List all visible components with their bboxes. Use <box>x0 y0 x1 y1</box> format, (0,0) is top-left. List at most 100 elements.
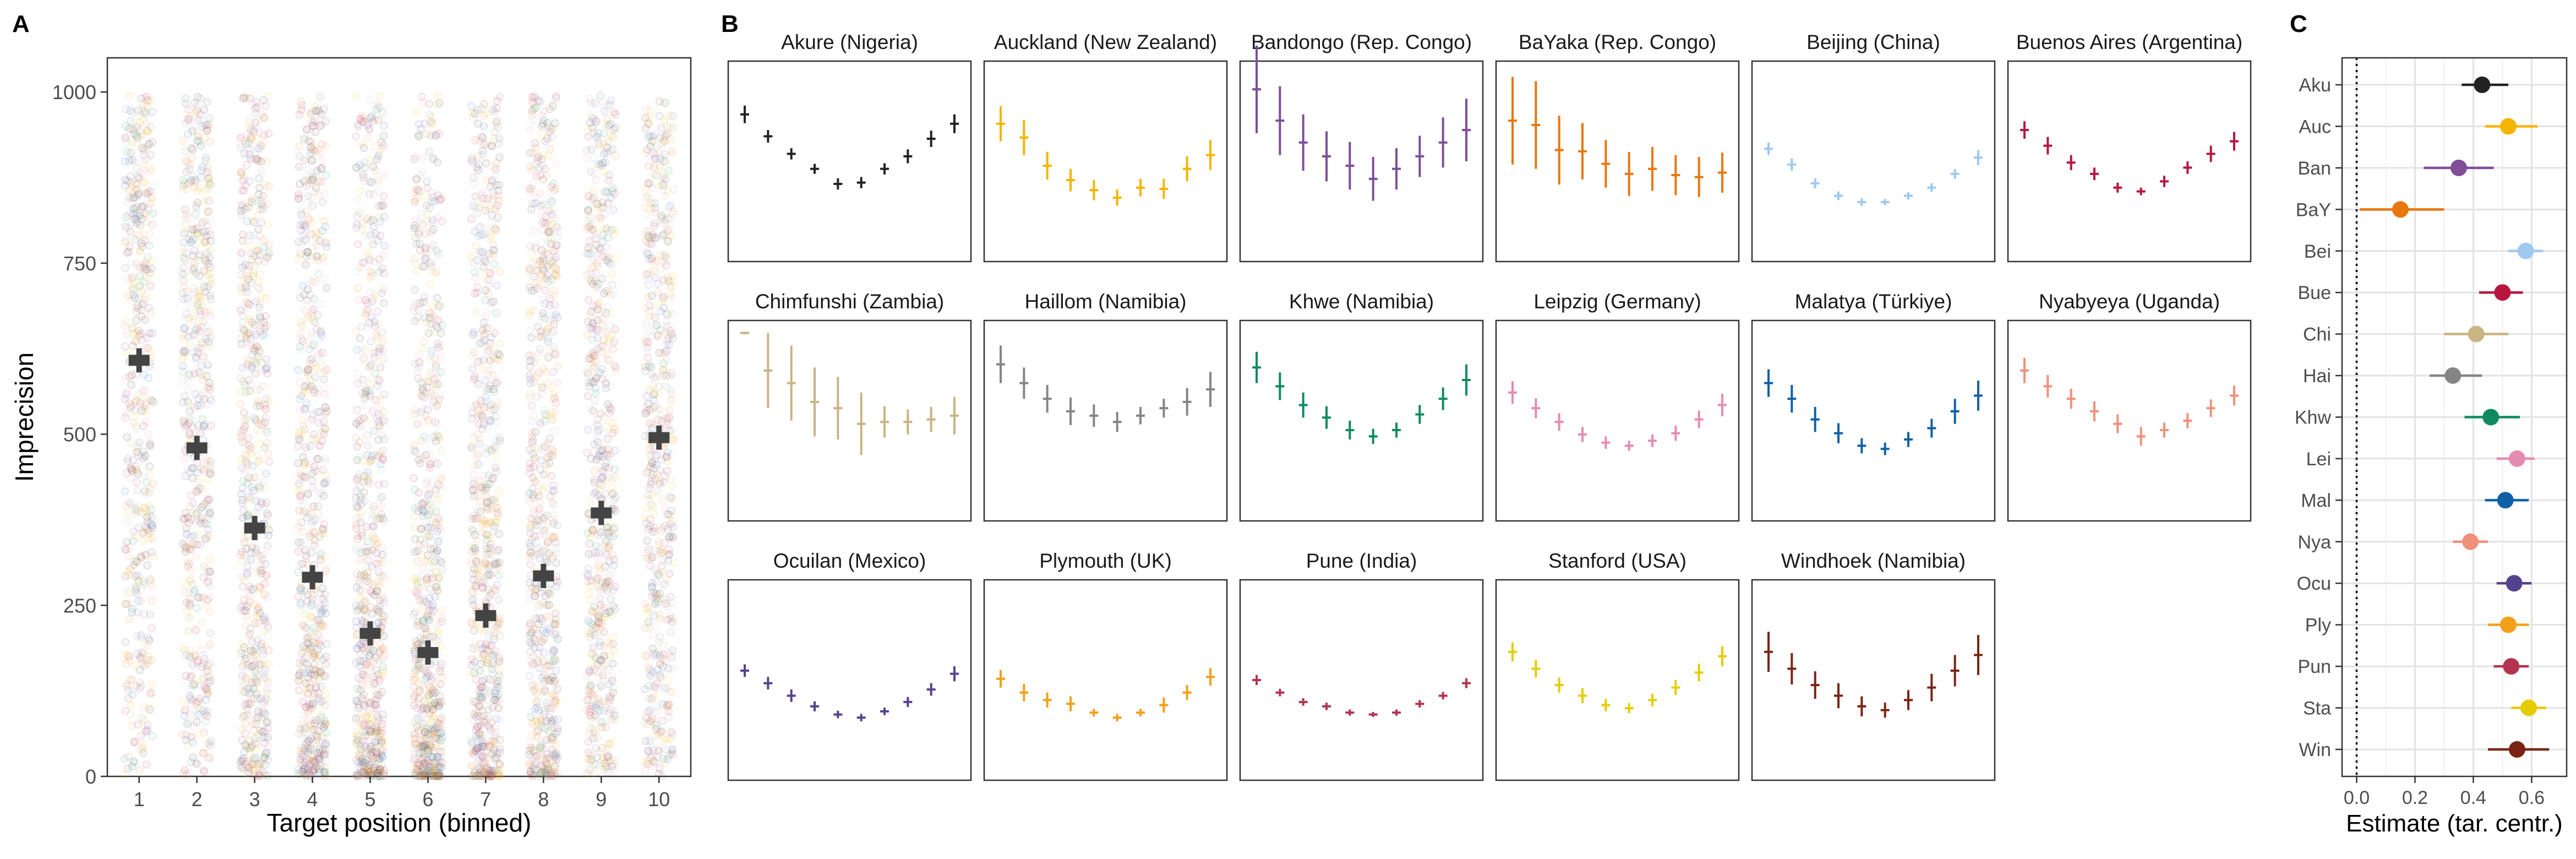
raw-point <box>146 520 155 528</box>
raw-point <box>299 453 308 461</box>
raw-point <box>187 515 196 524</box>
raw-point <box>127 464 135 472</box>
raw-point <box>139 101 148 110</box>
raw-point <box>179 769 187 778</box>
raw-point <box>434 735 443 743</box>
raw-point <box>204 686 212 695</box>
raw-point <box>138 745 146 753</box>
raw-point <box>124 552 133 560</box>
raw-point <box>433 158 441 166</box>
raw-point <box>148 138 157 146</box>
raw-point <box>143 101 151 110</box>
raw-point <box>142 525 150 534</box>
raw-point <box>538 246 546 254</box>
raw-point <box>144 143 152 151</box>
raw-point <box>191 626 199 635</box>
raw-point <box>144 265 152 274</box>
raw-point <box>128 181 137 189</box>
raw-point <box>122 122 130 131</box>
raw-point <box>374 116 383 124</box>
raw-point <box>490 246 498 255</box>
raw-point <box>489 188 497 196</box>
raw-point <box>199 766 208 775</box>
raw-point <box>255 602 263 611</box>
raw-point <box>323 284 331 292</box>
raw-point <box>197 362 205 370</box>
raw-point <box>131 156 140 165</box>
raw-point <box>123 198 132 206</box>
raw-point <box>131 337 140 345</box>
raw-point <box>198 676 206 684</box>
raw-point <box>299 538 307 547</box>
raw-point <box>438 566 446 574</box>
raw-point <box>319 595 328 604</box>
raw-point <box>194 421 202 430</box>
raw-point <box>128 108 137 117</box>
raw-point <box>129 757 138 765</box>
raw-point <box>194 348 202 356</box>
raw-point <box>438 660 446 668</box>
raw-point <box>238 363 247 372</box>
raw-point <box>143 93 151 101</box>
raw-point <box>128 156 137 164</box>
raw-point <box>425 100 433 108</box>
raw-point <box>243 272 251 280</box>
raw-point <box>127 401 135 410</box>
raw-point <box>414 694 423 703</box>
raw-point <box>379 446 388 454</box>
raw-point <box>125 465 134 473</box>
raw-point <box>127 702 135 710</box>
raw-point <box>528 98 537 106</box>
raw-point <box>436 679 445 688</box>
raw-point <box>359 606 368 614</box>
raw-point <box>353 406 361 414</box>
raw-point <box>478 706 487 715</box>
raw-point <box>146 308 155 317</box>
raw-point <box>189 312 198 320</box>
raw-point <box>138 130 146 138</box>
raw-point <box>144 253 152 262</box>
raw-point <box>312 229 320 237</box>
raw-point <box>138 648 146 657</box>
panel-b-letter: B <box>721 10 739 37</box>
raw-point <box>145 471 154 479</box>
raw-point <box>128 324 137 333</box>
raw-point <box>295 142 303 150</box>
raw-point <box>121 409 130 417</box>
raw-point <box>203 520 211 529</box>
raw-point <box>296 725 305 733</box>
raw-point <box>181 588 189 597</box>
raw-point <box>309 316 318 324</box>
raw-point <box>201 187 210 195</box>
raw-point <box>495 487 503 496</box>
raw-point <box>188 464 196 473</box>
raw-point <box>121 487 129 496</box>
raw-point <box>142 401 150 410</box>
raw-point <box>123 682 131 691</box>
raw-point <box>132 370 140 378</box>
raw-point <box>138 242 146 251</box>
raw-point <box>482 159 490 167</box>
raw-point <box>185 161 194 169</box>
raw-point <box>544 439 552 447</box>
raw-point <box>145 502 154 510</box>
raw-point <box>534 718 543 727</box>
raw-point <box>133 571 141 579</box>
raw-point <box>471 545 479 553</box>
raw-point <box>434 92 443 100</box>
raw-point <box>368 721 376 729</box>
raw-point <box>318 254 326 262</box>
raw-point <box>187 492 195 500</box>
raw-point <box>141 452 150 460</box>
raw-point <box>469 433 478 442</box>
raw-point <box>124 650 133 659</box>
raw-point <box>135 305 143 313</box>
raw-point <box>550 736 558 744</box>
raw-point <box>146 705 154 714</box>
raw-point <box>183 385 192 394</box>
raw-point <box>201 534 210 542</box>
raw-point <box>179 362 187 371</box>
raw-point <box>492 647 500 656</box>
raw-point <box>491 205 500 213</box>
raw-point <box>353 346 361 354</box>
